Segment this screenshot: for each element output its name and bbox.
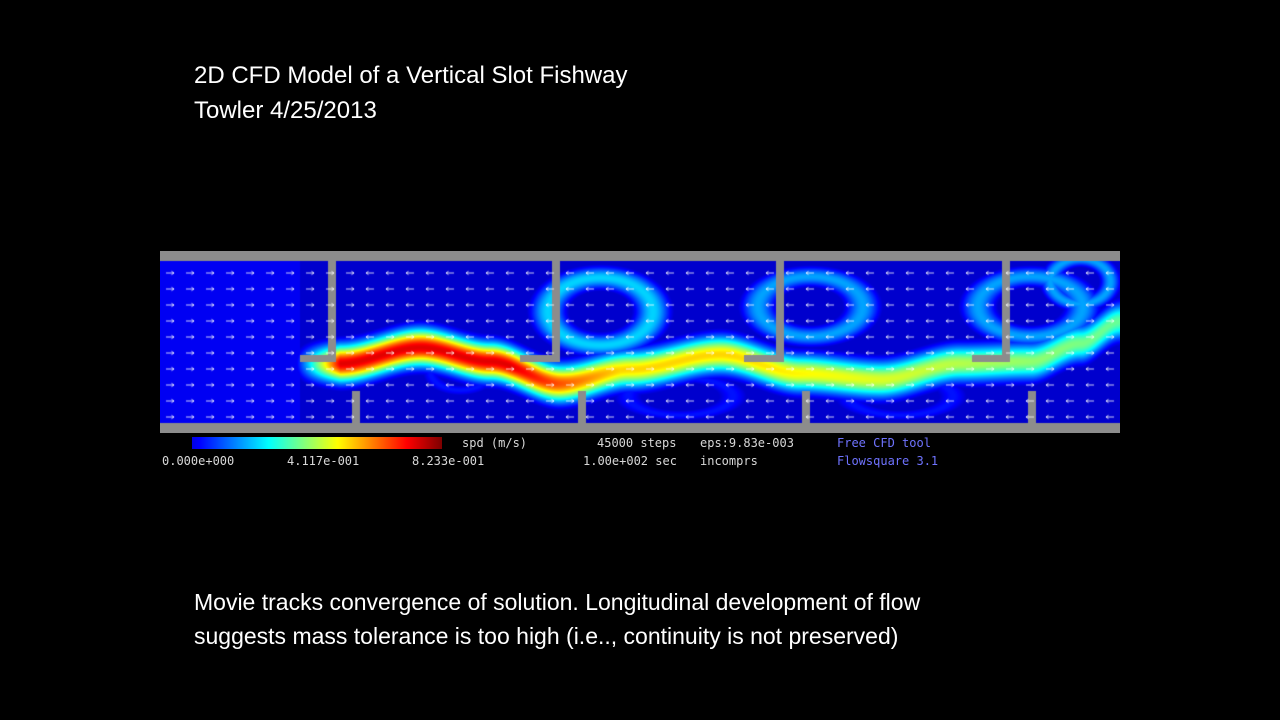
caption-line-1: Movie tracks convergence of solution. Lo… [194,589,921,615]
cfd-simulation-view: 0.000e+000 4.117e-001 8.233e-001 spd (m/… [160,251,1120,468]
legend-eps: eps:9.83e-003 [700,436,794,450]
legend-tool-name: Free CFD tool [837,436,931,450]
speed-colorbar [192,437,442,449]
legend-max-label: 8.233e-001 [412,454,485,468]
flow-field-canvas [160,251,1120,433]
title-line-1: 2D CFD Model of a Vertical Slot Fishway [194,62,628,89]
legend-mid-label: 4.117e-001 [287,454,360,468]
legend-min-label: 0.000e+000 [162,454,235,468]
legend-tool-version: Flowsquare 3.1 [837,454,939,468]
slide-title: 2D CFD Model of a Vertical Slot Fishway … [194,58,628,128]
legend-quantity: spd (m/s) [462,436,528,450]
caption-line-2: suggests mass tolerance is too high (i.e… [194,623,899,649]
legend-time: 1.00e+002 sec [583,454,677,468]
slide-caption: Movie tracks convergence of solution. Lo… [194,585,920,653]
legend-steps: 45000 steps [597,436,677,450]
title-line-2: Towler 4/25/2013 [194,97,377,124]
legend-mode: incomprs [700,454,758,468]
